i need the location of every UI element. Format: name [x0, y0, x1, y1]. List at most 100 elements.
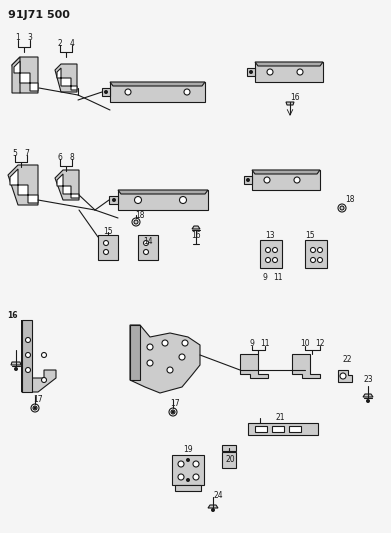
- Circle shape: [310, 257, 316, 262]
- Circle shape: [162, 340, 168, 346]
- Circle shape: [317, 257, 323, 262]
- Text: 7: 7: [25, 149, 29, 157]
- Circle shape: [41, 352, 47, 358]
- Polygon shape: [130, 325, 140, 380]
- Bar: [138, 235, 158, 260]
- Circle shape: [143, 240, 149, 246]
- Text: 2: 2: [57, 38, 63, 47]
- Circle shape: [33, 406, 37, 410]
- Text: 24: 24: [213, 490, 223, 499]
- Text: 14: 14: [143, 238, 153, 246]
- Polygon shape: [192, 226, 200, 229]
- Circle shape: [143, 249, 149, 254]
- Bar: [272, 426, 284, 432]
- Text: 6: 6: [57, 152, 63, 161]
- Circle shape: [193, 474, 199, 480]
- Polygon shape: [102, 88, 110, 96]
- Circle shape: [31, 404, 39, 412]
- Text: 11: 11: [273, 273, 283, 282]
- Polygon shape: [118, 190, 208, 210]
- Circle shape: [294, 177, 300, 183]
- Circle shape: [338, 204, 346, 212]
- Circle shape: [178, 474, 184, 480]
- Polygon shape: [286, 102, 294, 105]
- Circle shape: [25, 352, 30, 358]
- Polygon shape: [109, 196, 118, 204]
- Circle shape: [182, 340, 188, 346]
- Circle shape: [249, 70, 253, 74]
- Polygon shape: [130, 325, 200, 393]
- Circle shape: [184, 89, 190, 95]
- Polygon shape: [14, 61, 38, 91]
- Circle shape: [193, 461, 199, 467]
- Circle shape: [171, 410, 175, 414]
- Circle shape: [340, 373, 346, 379]
- Circle shape: [179, 354, 185, 360]
- Text: 16: 16: [290, 93, 300, 102]
- Text: 17: 17: [33, 395, 43, 405]
- Polygon shape: [11, 362, 21, 365]
- Polygon shape: [255, 62, 323, 82]
- Circle shape: [104, 240, 108, 246]
- Polygon shape: [12, 57, 38, 93]
- Polygon shape: [338, 370, 352, 382]
- Bar: [248, 423, 318, 435]
- Polygon shape: [22, 320, 56, 392]
- Text: 16: 16: [7, 311, 17, 319]
- Text: 12: 12: [315, 340, 325, 349]
- Text: 13: 13: [265, 231, 275, 240]
- Polygon shape: [292, 354, 320, 378]
- Text: 10: 10: [300, 340, 310, 349]
- Circle shape: [147, 344, 153, 350]
- Circle shape: [211, 508, 215, 512]
- Circle shape: [169, 408, 177, 416]
- Text: 91J71 500: 91J71 500: [8, 10, 70, 20]
- Circle shape: [25, 337, 30, 343]
- Text: 19: 19: [183, 446, 193, 455]
- Text: 9: 9: [263, 273, 267, 282]
- Bar: [289, 426, 301, 432]
- Bar: [255, 426, 267, 432]
- Polygon shape: [240, 354, 268, 378]
- Circle shape: [186, 458, 190, 462]
- Bar: [175, 485, 201, 491]
- Text: 18: 18: [135, 211, 145, 220]
- Text: 21: 21: [275, 414, 285, 423]
- Polygon shape: [55, 64, 77, 92]
- Circle shape: [317, 247, 323, 253]
- Circle shape: [172, 410, 174, 414]
- Circle shape: [179, 197, 187, 204]
- Text: 9: 9: [249, 340, 255, 349]
- Bar: [222, 445, 236, 451]
- Circle shape: [178, 461, 184, 467]
- Polygon shape: [22, 320, 32, 392]
- Polygon shape: [208, 505, 218, 508]
- Polygon shape: [252, 170, 320, 190]
- Circle shape: [14, 367, 18, 371]
- Polygon shape: [10, 169, 38, 203]
- Circle shape: [104, 90, 108, 94]
- Polygon shape: [110, 82, 205, 102]
- Polygon shape: [110, 82, 205, 86]
- Circle shape: [132, 218, 140, 226]
- Circle shape: [246, 178, 250, 182]
- Bar: [305, 240, 327, 268]
- Text: 22: 22: [342, 356, 352, 365]
- Text: 20: 20: [225, 456, 235, 464]
- Circle shape: [41, 377, 47, 383]
- Polygon shape: [57, 174, 79, 198]
- Text: 3: 3: [27, 34, 32, 43]
- Circle shape: [366, 399, 370, 403]
- Circle shape: [340, 206, 344, 210]
- Circle shape: [267, 69, 273, 75]
- Polygon shape: [255, 62, 323, 66]
- Circle shape: [186, 478, 190, 482]
- Text: 5: 5: [13, 149, 18, 157]
- Text: 4: 4: [70, 38, 74, 47]
- Circle shape: [265, 247, 271, 253]
- Circle shape: [265, 257, 271, 262]
- Text: 8: 8: [70, 152, 74, 161]
- Polygon shape: [8, 165, 38, 205]
- Circle shape: [25, 367, 30, 373]
- Bar: [260, 240, 282, 268]
